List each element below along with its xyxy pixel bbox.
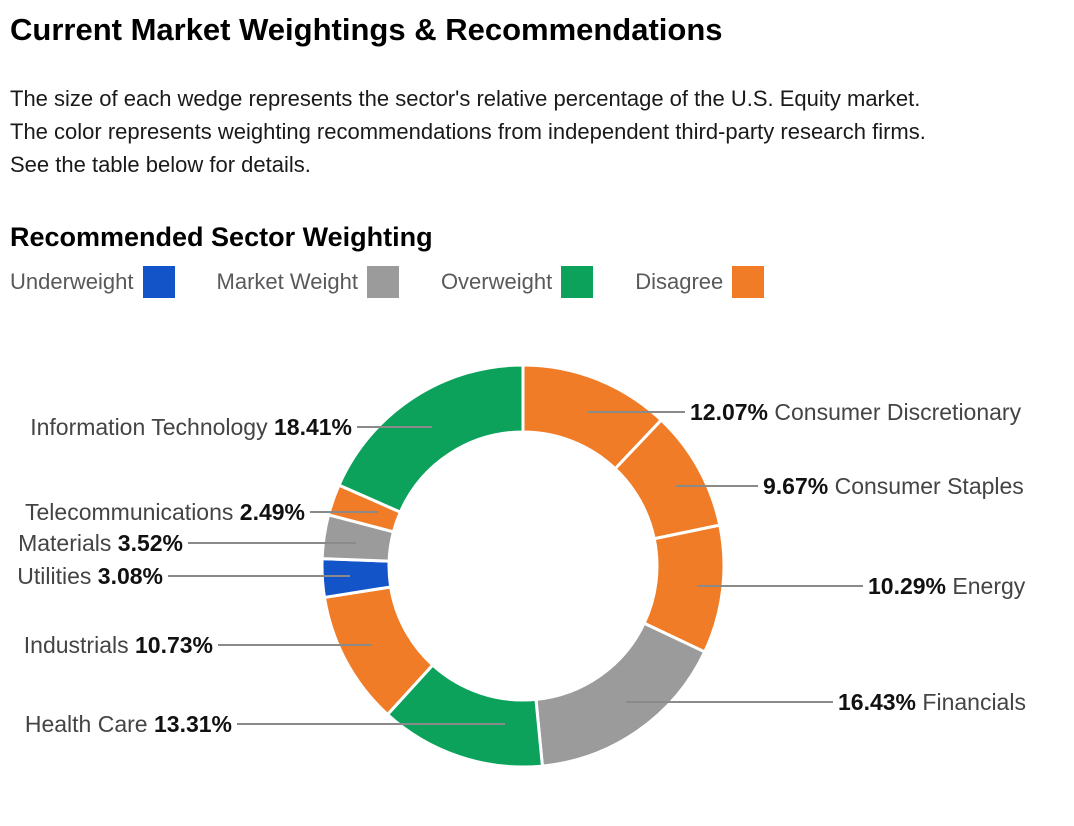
slice-label-telecommunications: Telecommunications 2.49% xyxy=(25,499,305,525)
slice-label-health-care: Health Care 13.31% xyxy=(25,711,232,737)
section-heading: Recommended Sector Weighting xyxy=(10,222,433,252)
legend-item-underweight: Underweight xyxy=(10,266,175,298)
description-line-2: The color represents weighting recommend… xyxy=(10,119,926,144)
description-line-3: See the table below for details. xyxy=(10,152,311,177)
legend-item-market-weight: Market Weight xyxy=(217,266,399,298)
legend-swatch-disagree xyxy=(732,266,765,298)
legend-label-disagree: Disagree xyxy=(635,269,724,294)
legend-label-overweight: Overweight xyxy=(440,269,553,294)
slice-label-industrials: Industrials 10.73% xyxy=(24,632,213,658)
donut-slice-information-technology xyxy=(337,363,525,514)
legend-item-disagree: Disagree xyxy=(635,266,765,298)
donut-slice-financials xyxy=(534,621,707,768)
slice-label-consumer-discretionary: 12.07% Consumer Discretionary xyxy=(690,399,1022,425)
legend-item-overweight: Overweight xyxy=(440,266,594,298)
description-line-1: The size of each wedge represents the se… xyxy=(10,86,921,111)
slice-label-energy: 10.29% Energy xyxy=(868,573,1026,599)
legend-swatch-market-weight xyxy=(366,266,399,298)
slice-label-financials: 16.43% Financials xyxy=(838,689,1026,715)
slice-label-consumer-staples: 9.67% Consumer Staples xyxy=(763,473,1024,499)
legend-label-underweight: Underweight xyxy=(10,269,134,294)
chart-legend: Underweight Market Weight Overweight Dis… xyxy=(10,266,806,298)
legend-label-market-weight: Market Weight xyxy=(216,269,358,294)
legend-swatch-overweight xyxy=(561,266,594,298)
description: The size of each wedge represents the se… xyxy=(10,82,926,181)
slice-label-materials: Materials 3.52% xyxy=(18,530,183,556)
page-title: Current Market Weightings & Recommendati… xyxy=(10,12,723,47)
slice-label-utilities: Utilities 3.08% xyxy=(17,563,163,589)
legend-swatch-underweight xyxy=(142,266,175,298)
slice-label-information-technology: Information Technology 18.41% xyxy=(30,414,352,440)
